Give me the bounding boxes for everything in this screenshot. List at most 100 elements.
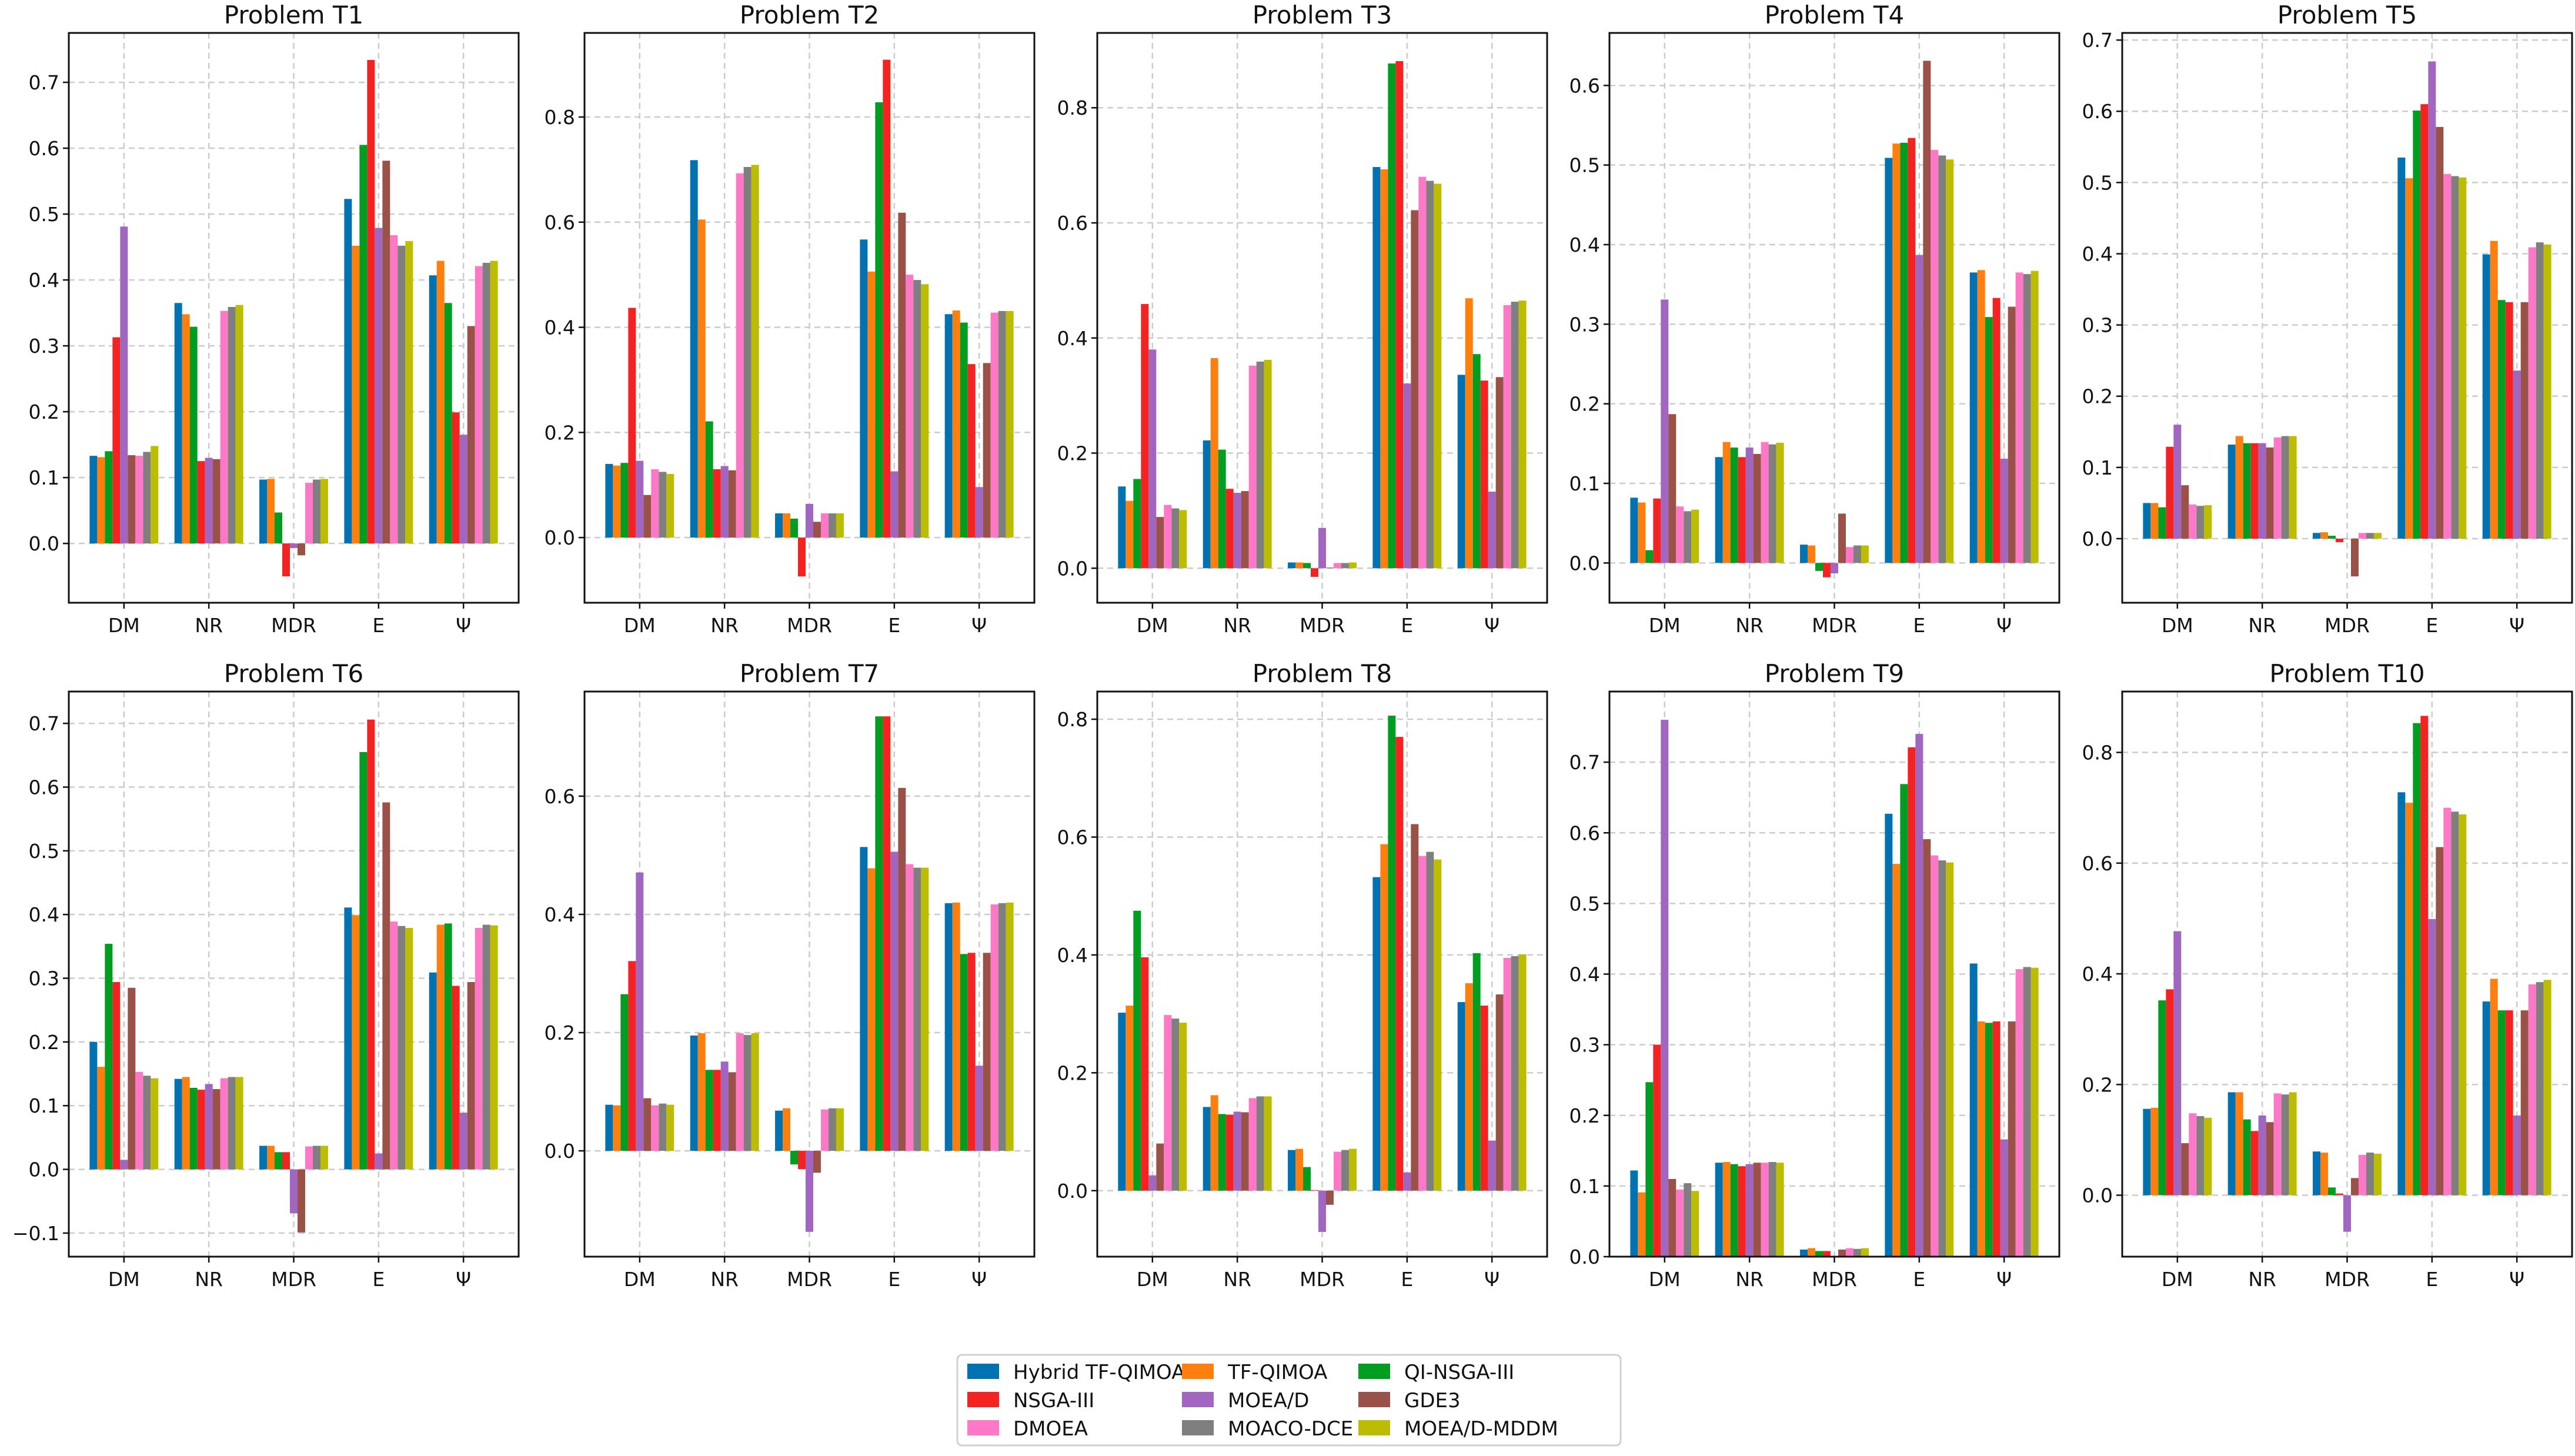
bar-tf-qimoa-dm	[613, 465, 621, 538]
y-tick-label: 0.6	[1569, 74, 1600, 97]
bar-tf-qimoa-ψ	[1977, 1021, 1985, 1257]
bar-hybrid-tf-qimoa-nr	[690, 160, 698, 538]
bar-hybrid-tf-qimoa-mdr	[775, 1110, 783, 1151]
bar-tf-qimoa-dm	[2150, 503, 2159, 539]
bar-gde3-dm	[1156, 517, 1164, 569]
bar-dmoea-ψ	[1503, 305, 1511, 569]
y-tick-label: 0.8	[545, 106, 575, 129]
bar-qi-nsga-iii-e	[359, 145, 368, 544]
bar-gde3-nr	[212, 459, 221, 544]
bar-nsga-iii-nr	[2250, 443, 2259, 539]
bar-moaco-dce-nr	[1768, 444, 1776, 563]
bar-dmoea-mdr	[820, 1109, 829, 1151]
bar-dmoea-mdr	[820, 513, 829, 538]
bar-gde3-e	[898, 787, 906, 1151]
bar-tf-qimoa-mdr	[1295, 1148, 1304, 1191]
x-tick-label: NR	[1735, 614, 1764, 637]
bar-hybrid-tf-qimoa-dm	[2143, 503, 2151, 539]
y-tick-label: 0.0	[2082, 527, 2113, 550]
x-tick-label: NR	[1735, 1268, 1764, 1291]
x-tick-label: E	[888, 614, 900, 637]
subplot-title: Problem T6	[224, 659, 363, 688]
bar-hybrid-tf-qimoa-dm	[1118, 1013, 1126, 1191]
bar-gde3-ψ	[2008, 1021, 2016, 1257]
bar-qi-nsga-iii-ψ	[1472, 354, 1481, 569]
y-tick-label: 0.6	[2082, 852, 2113, 875]
bar-tf-qimoa-dm	[2150, 1107, 2159, 1195]
y-tick-label: 0.4	[29, 269, 59, 292]
bar-moea-d-mdr	[806, 1151, 813, 1232]
bar-moea-d-mddm-nr	[1776, 442, 1784, 563]
bar-qi-nsga-iii-mdr	[275, 512, 283, 544]
bar-dmoea-dm	[1676, 506, 1684, 563]
bar-moea-d-mddm-mdr	[1861, 545, 1869, 563]
bar-moaco-dce-e	[2451, 812, 2459, 1195]
bar-nsga-iii-dm	[1141, 304, 1149, 569]
bar-gde3-dm	[2181, 1143, 2189, 1195]
bar-hybrid-tf-qimoa-nr	[2227, 1092, 2236, 1195]
bar-dmoea-e	[390, 921, 398, 1170]
bar-hybrid-tf-qimoa-mdr	[1800, 1249, 1808, 1257]
bar-hybrid-tf-qimoa-ψ	[1457, 375, 1465, 569]
bar-nsga-iii-dm	[1653, 1044, 1661, 1257]
bar-moaco-dce-mdr	[1853, 545, 1861, 563]
bar-tf-qimoa-dm	[613, 1105, 621, 1151]
legend-swatch	[967, 1392, 999, 1407]
bar-nsga-iii-dm	[112, 982, 121, 1170]
bar-dmoea-ψ	[990, 904, 998, 1151]
bar-nsga-iii-dm	[2166, 989, 2174, 1195]
y-tick-label: 0.5	[1569, 154, 1600, 177]
bar-moea-d-ψ	[2000, 459, 2008, 563]
bar-qi-nsga-iii-mdr	[1303, 1167, 1311, 1191]
x-tick-label: DM	[624, 1268, 656, 1291]
bar-nsga-iii-ψ	[1992, 298, 2000, 563]
bar-hybrid-tf-qimoa-dm	[2143, 1108, 2151, 1195]
bar-gde3-e	[1923, 61, 1931, 563]
bar-gde3-dm	[2181, 485, 2189, 539]
legend: Hybrid TF-QIMOA NSGA-III DMOEA TF-QIMOA MOEA…	[956, 1354, 1622, 1447]
bar-gde3-nr	[2266, 1122, 2274, 1195]
bar-moea-d-mdr	[806, 503, 813, 538]
bar-moaco-dce-ψ	[482, 262, 490, 544]
x-tick-label: Ψ	[1484, 614, 1499, 637]
bar-dmoea-ψ	[2528, 247, 2536, 539]
bar-hybrid-tf-qimoa-ψ	[1969, 963, 1978, 1257]
legend-swatch	[1182, 1392, 1214, 1407]
bar-moea-d-e	[1915, 255, 1923, 563]
bar-dmoea-nr	[1248, 1098, 1257, 1191]
bar-dmoea-nr	[1248, 365, 1257, 569]
bar-gde3-mdr	[297, 1169, 305, 1233]
bar-nsga-iii-nr	[197, 461, 205, 544]
bar-moea-d-e	[375, 228, 383, 544]
x-tick-label: MDR	[1300, 614, 1345, 637]
bar-moea-d-mddm-nr	[2289, 436, 2297, 539]
bar-moaco-dce-dm	[659, 1103, 667, 1151]
bar-tf-qimoa-e	[2405, 803, 2413, 1195]
bar-qi-nsga-iii-dm	[620, 994, 629, 1151]
bar-nsga-iii-ψ	[452, 412, 460, 544]
bar-moea-d-mddm-mdr	[320, 1146, 328, 1170]
bar-qi-nsga-iii-nr	[189, 1087, 198, 1170]
legend-label: DMOEA	[1013, 1417, 1088, 1441]
bar-nsga-iii-nr	[713, 1070, 721, 1151]
x-tick-label: DM	[2162, 614, 2193, 637]
bar-tf-qimoa-dm	[1125, 1006, 1134, 1191]
y-tick-label: 0.5	[29, 203, 59, 226]
x-tick-label: MDR	[787, 614, 832, 637]
y-tick-label: 0.2	[1569, 393, 1600, 416]
bar-hybrid-tf-qimoa-ψ	[429, 275, 437, 544]
bar-hybrid-tf-qimoa-nr	[1203, 1107, 1211, 1191]
x-tick-label: NR	[1223, 614, 1251, 637]
bar-moea-d-mddm-nr	[1264, 1096, 1272, 1191]
bar-tf-qimoa-mdr	[783, 513, 791, 538]
bar-moea-d-ψ	[2000, 1139, 2008, 1257]
y-tick-label: 0.6	[545, 211, 575, 234]
bar-hybrid-tf-qimoa-mdr	[1288, 1150, 1296, 1191]
x-tick-label: E	[1401, 614, 1413, 637]
subplot-8: 0.0 0.2 0.4 0.6 0.8 DM NR MDR E Ψ Problem T8	[1057, 659, 1548, 1291]
bar-moea-d-mddm-e	[2459, 814, 2467, 1195]
bar-moaco-dce-dm	[1684, 511, 1692, 563]
bar-qi-nsga-iii-e	[2413, 111, 2421, 539]
bar-tf-qimoa-nr	[182, 1077, 190, 1170]
bar-qi-nsga-iii-dm	[1133, 910, 1141, 1191]
